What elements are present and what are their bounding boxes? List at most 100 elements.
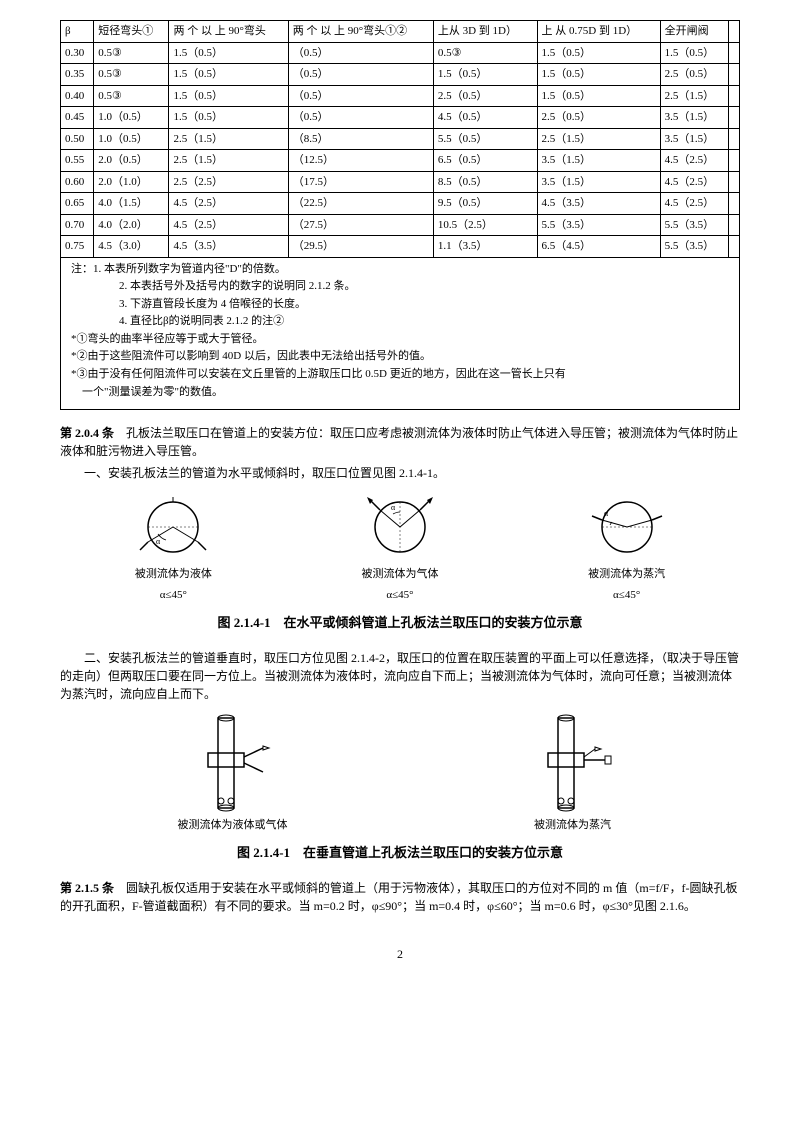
table-cell: （12.5） <box>288 150 433 172</box>
diagram-steam: α 被测流体为蒸汽 α≤45° <box>582 492 672 603</box>
table-header <box>729 21 740 43</box>
article-title: 第 2.0.4 条 <box>60 426 114 440</box>
circle-diagram-icon: α <box>582 492 672 562</box>
table-cell <box>729 85 740 107</box>
table-cell: 2.5（0.5） <box>433 85 537 107</box>
table-cell: 10.5（2.5） <box>433 214 537 236</box>
diagram-alpha: α≤45° <box>582 587 672 604</box>
table-cell <box>729 171 740 193</box>
table-cell: 1.0（0.5） <box>94 128 169 150</box>
diagram-steam-vertical: 被测流体为蒸汽 <box>523 713 623 834</box>
table-cell: 1.0（0.5） <box>94 107 169 129</box>
vertical-pipe-icon <box>183 713 283 813</box>
diagram-liquid: α 被测流体为液体 α≤45° <box>128 492 218 603</box>
table-cell: （22.5） <box>288 193 433 215</box>
table-cell: 1.5（0.5） <box>660 42 729 64</box>
table-row: 0.654.0（1.5）4.5（2.5）（22.5）9.5（0.5）4.5（3.… <box>61 193 740 215</box>
note-line: 一个"测量误差为零"的数值。 <box>71 384 729 402</box>
table-cell: 5.5（3.5） <box>537 214 660 236</box>
table-cell: 5.5（3.5） <box>660 214 729 236</box>
diagram-label: 被测流体为蒸汽 <box>523 817 623 834</box>
table-cell: （0.5） <box>288 107 433 129</box>
table-row: 0.350.5③1.5（0.5）（0.5）1.5（0.5）1.5（0.5）2.5… <box>61 64 740 86</box>
circle-diagram-icon: α <box>355 492 445 562</box>
vertical-pipe-icon <box>523 713 623 813</box>
table-cell <box>729 42 740 64</box>
page-number: 2 <box>60 945 740 963</box>
horizontal-diagrams: α 被测流体为液体 α≤45° α 被测流体为气体 α≤45° <box>60 492 740 603</box>
article-title: 第 2.1.5 条 <box>60 881 114 895</box>
diagram-alpha: α≤45° <box>355 587 445 604</box>
table-cell: （17.5） <box>288 171 433 193</box>
note-line: 注：1. 本表所列数字为管道内径"D"的倍数。 <box>71 261 729 279</box>
table-cell: 4.5（3.5） <box>169 236 288 258</box>
table-cell: （0.5） <box>288 85 433 107</box>
table-row: 0.754.5（3.0）4.5（3.5）（29.5）1.1（3.5）6.5（4.… <box>61 236 740 258</box>
table-cell: 4.5（2.5） <box>660 150 729 172</box>
table-notes: 注：1. 本表所列数字为管道内径"D"的倍数。2. 本表括号外及括号内的数字的说… <box>60 258 740 411</box>
article-2-0-4: 第 2.0.4 条 孔板法兰取压口在管道上的安装方位：取压口应考虑被测流体为液体… <box>60 424 740 460</box>
table-cell: 0.5③ <box>94 42 169 64</box>
table-cell <box>729 214 740 236</box>
diagram-gas: α 被测流体为气体 α≤45° <box>355 492 445 603</box>
table-row: 0.400.5③1.5（0.5）（0.5）2.5（0.5）1.5（0.5）2.5… <box>61 85 740 107</box>
table-cell: 5.5（3.5） <box>660 236 729 258</box>
table-cell: 2.5（0.5） <box>537 107 660 129</box>
table-cell: 2.5（0.5） <box>660 64 729 86</box>
diagram-liquid-gas-vertical: 被测流体为液体或气体 <box>178 713 288 834</box>
table-cell: 0.30 <box>61 42 94 64</box>
table-cell: 4.5（3.5） <box>537 193 660 215</box>
note-line: 4. 直径比β的说明同表 2.1.2 的注② <box>71 313 729 331</box>
table-cell: 4.5（2.5） <box>660 193 729 215</box>
table-cell: 0.35 <box>61 64 94 86</box>
table-header: 上从 3D 到 1D） <box>433 21 537 43</box>
note-line: *②由于这些阻流件可以影响到 40D 以后，因此表中无法给出括号外的值。 <box>71 348 729 366</box>
table-cell: 4.5（3.0） <box>94 236 169 258</box>
table-row: 0.501.0（0.5）2.5（1.5）（8.5）5.5（0.5）2.5（1.5… <box>61 128 740 150</box>
table-cell: 8.5（0.5） <box>433 171 537 193</box>
table-cell: 1.5（0.5） <box>169 64 288 86</box>
table-cell: 1.5（0.5） <box>537 42 660 64</box>
table-cell <box>729 107 740 129</box>
table-cell <box>729 193 740 215</box>
diagram-label: 被测流体为蒸汽 <box>582 566 672 583</box>
table-cell: （27.5） <box>288 214 433 236</box>
table-cell <box>729 128 740 150</box>
table-cell: 2.0（0.5） <box>94 150 169 172</box>
table-cell: 1.5（0.5） <box>169 42 288 64</box>
table-row: 0.602.0（1.0）2.5（2.5）（17.5）8.5（0.5）3.5（1.… <box>61 171 740 193</box>
diagram-alpha: α≤45° <box>128 587 218 604</box>
table-cell: 9.5（0.5） <box>433 193 537 215</box>
table-cell: 2.5（1.5） <box>537 128 660 150</box>
table-cell: 4.5（2.5） <box>169 193 288 215</box>
svg-text:α: α <box>391 503 396 512</box>
table-row: 0.451.0（0.5）1.5（0.5）（0.5）4.5（0.5）2.5（0.5… <box>61 107 740 129</box>
table-cell: 5.5（0.5） <box>433 128 537 150</box>
table-cell: 4.5（0.5） <box>433 107 537 129</box>
item-1: 一、安装孔板法兰的管道为水平或倾斜时，取压口位置见图 2.1.4-1。 <box>60 464 740 482</box>
table-row: 0.552.0（0.5）2.5（1.5）（12.5）6.5（0.5）3.5（1.… <box>61 150 740 172</box>
diagram-label: 被测流体为液体或气体 <box>178 817 288 834</box>
table-cell: 1.5（0.5） <box>537 64 660 86</box>
diagram-label: 被测流体为气体 <box>355 566 445 583</box>
item-2: 二、安装孔板法兰的管道垂直时，取压口方位见图 2.1.4-2，取压口的位置在取压… <box>60 649 740 703</box>
table-cell: 2.0（1.0） <box>94 171 169 193</box>
table-cell: 1.5（0.5） <box>169 85 288 107</box>
table-header: β <box>61 21 94 43</box>
table-cell: 3.5（1.5） <box>537 171 660 193</box>
table-cell: 3.5（1.5） <box>660 107 729 129</box>
table-cell: 6.5（4.5） <box>537 236 660 258</box>
note-line: *①弯头的曲率半径应等于或大于管径。 <box>71 331 729 349</box>
table-cell: 2.5（1.5） <box>169 128 288 150</box>
article-body: 圆缺孔板仅适用于安装在水平或倾斜的管道上（用于污物液体），其取压口的方位对不同的… <box>60 881 737 913</box>
table-cell: 4.5（2.5） <box>169 214 288 236</box>
table-cell: 3.5（1.5） <box>660 128 729 150</box>
table-cell <box>729 236 740 258</box>
table-cell: 1.5（0.5） <box>537 85 660 107</box>
table-header: 两 个 以 上 90°弯头 <box>169 21 288 43</box>
table-cell: 0.75 <box>61 236 94 258</box>
note-line: 3. 下游直管段长度为 4 倍喉径的长度。 <box>71 296 729 314</box>
table-cell: 4.0（2.0） <box>94 214 169 236</box>
table-cell: 4.5（2.5） <box>660 171 729 193</box>
note-line: *③由于没有任何阻流件可以安装在文丘里管的上游取压口比 0.5D 更近的地方，因… <box>71 366 729 384</box>
